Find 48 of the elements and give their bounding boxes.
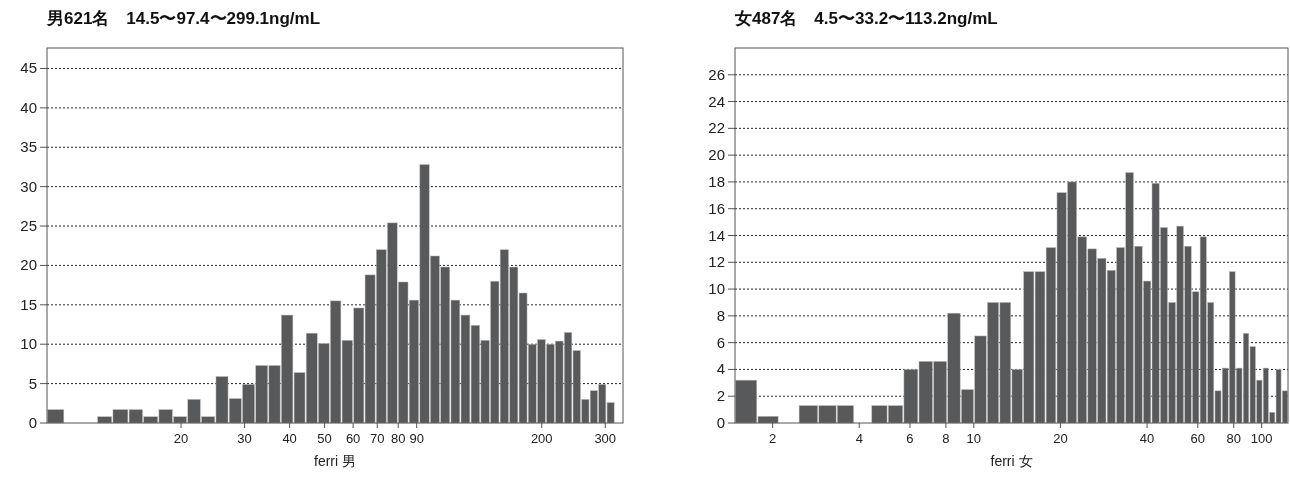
x-tick-label: 8	[942, 431, 950, 446]
y-tick-label: 0	[28, 414, 37, 431]
y-tick-label: 45	[20, 59, 37, 77]
x-tick-label: 40	[282, 431, 297, 446]
chart-title: 男621名 14.5〜97.4〜299.1ng/mL	[46, 9, 321, 28]
x-tick-label: 80	[1226, 431, 1241, 446]
y-tick-label: 15	[20, 295, 37, 313]
x-axis-title: ferri 男	[314, 453, 356, 469]
x-tick-label: 80	[390, 431, 406, 446]
y-tick-label: 4	[716, 360, 725, 378]
y-tick-label: 20	[20, 256, 37, 274]
x-tick-label: 300	[594, 431, 617, 446]
x-axis-title: ferri 女	[990, 453, 1033, 469]
y-tick-label: 30	[20, 177, 37, 195]
x-tick-label: 40	[1139, 431, 1155, 446]
y-tick-label: 35	[20, 138, 37, 156]
chart-title: 女487名 4.5〜33.2〜113.2ng/mL	[734, 9, 998, 28]
y-tick-label: 12	[708, 253, 725, 271]
x-tick-label: 90	[409, 431, 424, 446]
x-tick-label: 2	[769, 431, 777, 446]
x-tick-label: 200	[530, 431, 553, 446]
y-tick-label: 24	[708, 92, 725, 110]
y-tick-label: 5	[28, 374, 37, 392]
y-tick-label: 2	[716, 387, 725, 405]
x-tick-label: 4	[855, 431, 863, 446]
y-tick-label: 14	[708, 226, 725, 244]
x-tick-label: 20	[1053, 431, 1068, 446]
y-tick-label: 22	[708, 119, 725, 137]
y-tick-label: 25	[20, 217, 37, 235]
y-tick-label: 26	[708, 65, 725, 83]
y-tick-label: 20	[708, 146, 725, 164]
x-tick-label: 6	[906, 431, 914, 446]
y-tick-label: 0	[716, 414, 725, 431]
x-tick-label: 100	[1250, 431, 1273, 446]
y-tick-label: 10	[708, 280, 725, 298]
x-tick-label: 60	[1190, 431, 1205, 446]
x-tick-label: 70	[370, 431, 385, 446]
y-tick-label: 6	[716, 333, 725, 351]
y-tick-label: 10	[20, 335, 37, 353]
x-tick-label: 10	[966, 431, 982, 446]
x-tick-label: 60	[345, 431, 361, 446]
y-tick-label: 16	[708, 199, 725, 217]
x-tick-label: 50	[317, 431, 332, 446]
x-tick-label: 30	[237, 431, 252, 446]
y-tick-label: 8	[716, 306, 725, 324]
y-tick-label: 18	[708, 172, 725, 190]
x-tick-label: 20	[173, 431, 189, 446]
y-tick-label: 40	[20, 98, 37, 116]
